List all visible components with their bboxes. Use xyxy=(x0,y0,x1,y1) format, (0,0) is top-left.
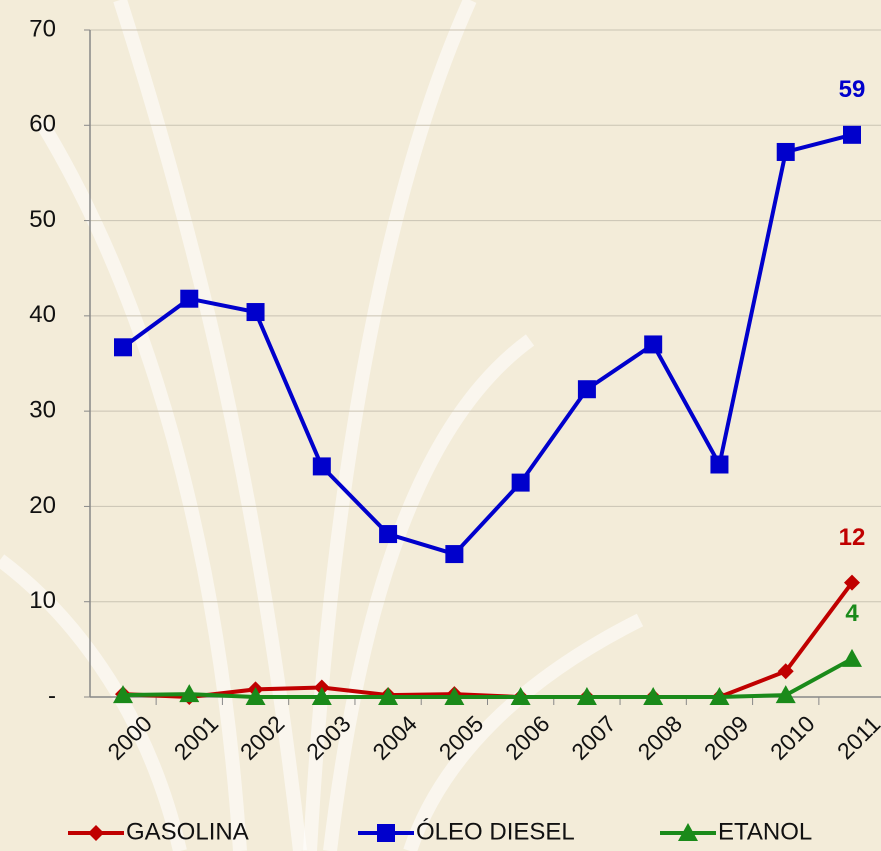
data-label: 12 xyxy=(839,524,866,551)
y-tick-label: 10 xyxy=(29,587,56,614)
y-tick-label: 20 xyxy=(29,492,56,519)
y-tick-label: 70 xyxy=(29,15,56,42)
legend-label: ETANOL xyxy=(718,818,812,845)
data-point xyxy=(710,456,728,474)
data-point xyxy=(247,303,265,321)
legend-label: ÓLEO DIESEL xyxy=(416,818,575,845)
data-point xyxy=(578,380,596,398)
data-point xyxy=(777,143,795,161)
data-point xyxy=(512,474,530,492)
data-label: 4 xyxy=(845,600,859,627)
page: -102030405060702000200120022003200420052… xyxy=(0,0,881,851)
data-point xyxy=(114,338,132,356)
data-point xyxy=(644,335,662,353)
y-tick-label: 40 xyxy=(29,301,56,328)
data-point xyxy=(843,126,861,144)
data-label: 59 xyxy=(839,76,866,103)
y-tick-label: - xyxy=(48,682,56,709)
data-point xyxy=(445,545,463,563)
data-point xyxy=(313,457,331,475)
legend-marker xyxy=(377,824,395,842)
data-point xyxy=(379,525,397,543)
y-tick-label: 50 xyxy=(29,206,56,233)
y-tick-label: 60 xyxy=(29,111,56,138)
legend-label: GASOLINA xyxy=(126,818,249,845)
y-tick-label: 30 xyxy=(29,396,56,423)
chart: -102030405060702000200120022003200420052… xyxy=(0,0,881,851)
data-point xyxy=(180,290,198,308)
